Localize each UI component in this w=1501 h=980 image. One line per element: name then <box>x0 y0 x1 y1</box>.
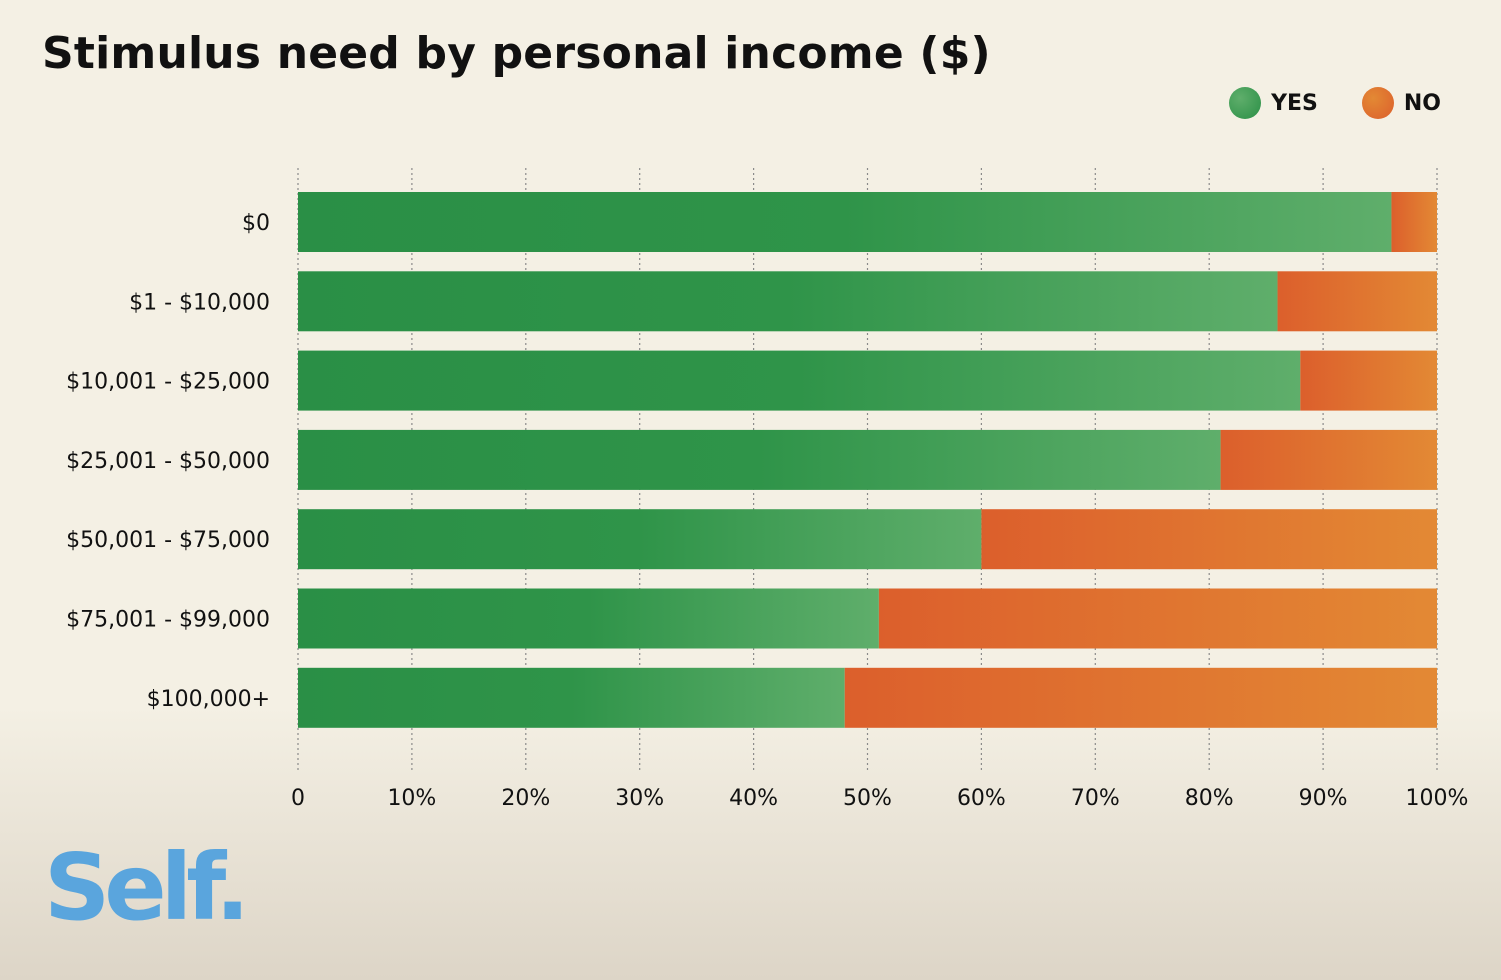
x-tick-label: 20% <box>501 786 550 811</box>
legend-label-yes: YES <box>1271 90 1318 116</box>
x-tick-label: 50% <box>843 786 892 811</box>
bar-yes <box>298 667 845 728</box>
bar-no <box>981 509 1437 570</box>
x-tick-label: 10% <box>387 786 436 811</box>
bar-no <box>1220 429 1437 490</box>
category-label: $25,001 - $50,000 <box>66 449 270 474</box>
x-tick-label: 40% <box>729 786 778 811</box>
x-axis-ticks: 0 10% 20% 30% 40% 50% 60% 70% 80% 90% 100% <box>291 786 1468 811</box>
bar-yes <box>298 509 982 570</box>
category-label: $10,001 - $25,000 <box>66 370 270 395</box>
x-tick-label: 80% <box>1185 786 1234 811</box>
category-label: $0 <box>242 211 270 236</box>
x-tick-label: 90% <box>1299 786 1348 811</box>
bar-no <box>1300 350 1437 411</box>
category-label: $75,001 - $99,000 <box>66 608 270 633</box>
chart-title: Stimulus need by personal income ($) <box>42 28 991 79</box>
legend-swatch-no <box>1361 87 1394 119</box>
x-tick-label: 100% <box>1406 786 1469 811</box>
bars <box>298 192 1437 728</box>
bar-yes <box>298 350 1301 411</box>
x-tick-label: 70% <box>1071 786 1120 811</box>
bar-no <box>1277 271 1437 332</box>
bar-no <box>844 667 1437 728</box>
category-labels: $0 $1 - $10,000 $10,001 - $25,000 $25,001 -… <box>66 211 270 712</box>
legend-item-yes: YES <box>1229 87 1318 119</box>
bar-yes <box>298 429 1221 490</box>
legend-swatch-yes <box>1229 87 1262 119</box>
category-label: $1 - $10,000 <box>129 290 270 315</box>
category-label: $100,000+ <box>147 687 270 712</box>
x-tick-label: 60% <box>957 786 1006 811</box>
category-label: $50,001 - $75,000 <box>66 528 270 553</box>
legend-label-no: NO <box>1403 90 1441 116</box>
brand-logo: Self. <box>44 834 250 941</box>
bar-yes <box>298 588 879 649</box>
bar-yes <box>298 271 1278 332</box>
x-tick-label: 30% <box>615 786 664 811</box>
bar-yes <box>298 192 1392 252</box>
chart-legend: YES NO <box>1185 86 1441 120</box>
bar-no <box>1391 192 1437 252</box>
bar-no <box>878 588 1437 649</box>
legend-item-no: NO <box>1361 87 1441 119</box>
x-tick-label: 0 <box>291 786 305 811</box>
